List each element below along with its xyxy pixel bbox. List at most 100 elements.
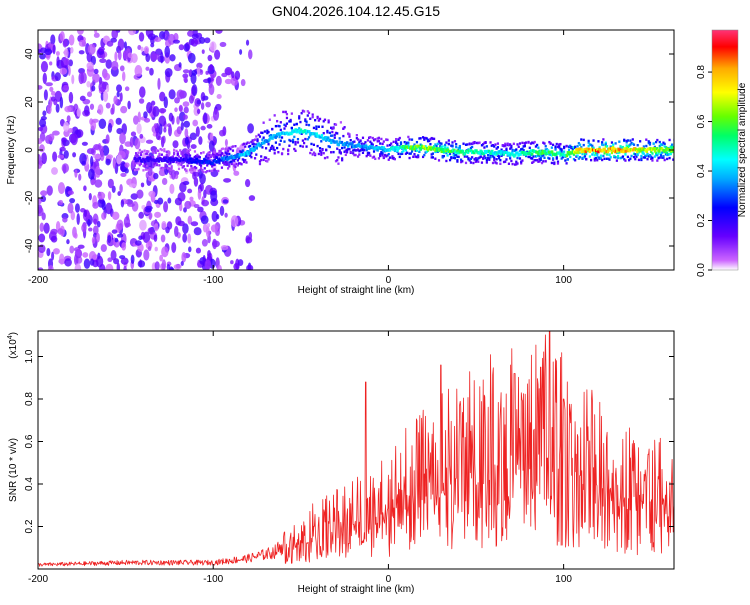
noise-cell — [94, 30, 98, 34]
signal-cell — [241, 158, 244, 161]
signal-core-cell — [380, 145, 384, 149]
signal-cell — [368, 136, 371, 139]
signal-cell — [177, 167, 181, 171]
signal-cell — [506, 143, 509, 147]
signal-cell — [251, 139, 254, 142]
noise-cell — [120, 257, 129, 265]
signal-core-cell — [381, 148, 385, 152]
signal-cell — [322, 120, 325, 123]
signal-cell — [359, 139, 362, 142]
signal-cell — [138, 148, 141, 152]
signal-core-cell — [185, 158, 188, 162]
noise-cell — [148, 190, 156, 198]
signal-cell — [326, 129, 329, 133]
signal-core-cell — [466, 150, 470, 154]
signal-core-cell — [558, 151, 561, 155]
noise-cell — [93, 144, 101, 150]
noise-cell — [207, 77, 211, 84]
signal-cell — [469, 146, 473, 150]
signal-cell — [450, 156, 453, 160]
noise-cell — [190, 38, 199, 47]
signal-cell — [137, 151, 140, 154]
signal-cell — [520, 160, 523, 163]
signal-cell — [327, 119, 330, 122]
noise-cell — [161, 259, 167, 270]
signal-core-cell — [230, 154, 233, 158]
signal-cell — [475, 141, 479, 145]
noise-cell — [126, 150, 130, 155]
noise-cell — [199, 182, 204, 192]
signal-cell — [328, 131, 331, 135]
noise-cell — [89, 258, 95, 266]
signal-cell — [591, 147, 594, 150]
signal-cell — [569, 155, 572, 159]
signal-core-cell — [494, 151, 497, 155]
noise-cell — [153, 172, 159, 180]
signal-cell — [444, 146, 447, 149]
signal-cell — [306, 138, 309, 141]
signal-cell — [323, 156, 327, 160]
noise-cell — [55, 51, 60, 56]
signal-cell — [363, 142, 366, 146]
signal-cell — [201, 168, 204, 172]
signal-cell — [643, 156, 647, 159]
colorbar-tick-label: 0.2 — [696, 213, 707, 227]
signal-core-cell — [543, 149, 547, 153]
signal-cell — [331, 130, 334, 134]
noise-cell — [193, 204, 200, 209]
signal-cell — [401, 150, 404, 154]
noise-cell — [234, 70, 241, 81]
signal-cell — [509, 143, 512, 146]
noise-cell — [88, 227, 93, 232]
noise-cell — [120, 199, 125, 208]
signal-cell — [477, 160, 480, 163]
noise-cell — [83, 209, 87, 218]
signal-core-cell — [242, 153, 246, 157]
signal-cell — [488, 158, 491, 161]
noise-cell — [62, 217, 68, 223]
signal-cell — [607, 157, 610, 160]
signal-cell — [590, 158, 593, 162]
signal-cell — [348, 133, 351, 136]
signal-cell — [451, 141, 454, 144]
signal-cell — [509, 157, 512, 160]
signal-cell — [157, 149, 160, 153]
signal-cell — [382, 156, 385, 159]
signal-cell — [634, 157, 637, 161]
noise-cell — [40, 190, 48, 197]
signal-cell — [656, 154, 659, 157]
signal-cell — [358, 141, 361, 144]
signal-core-cell — [376, 148, 379, 152]
signal-cell — [143, 149, 146, 152]
noise-cell — [174, 197, 183, 206]
noise-cell — [138, 235, 143, 241]
signal-cell — [318, 147, 322, 150]
signal-core-cell — [577, 150, 580, 154]
signal-cell — [670, 143, 674, 146]
signal-cell — [333, 133, 336, 137]
signal-cell — [424, 145, 427, 148]
signal-cell — [208, 151, 211, 154]
signal-core-cell — [426, 147, 430, 151]
noise-cell — [39, 118, 47, 128]
signal-cell — [570, 146, 573, 150]
noise-cell — [150, 100, 156, 106]
noise-cell — [206, 124, 213, 129]
signal-cell — [161, 168, 165, 171]
noise-cell — [161, 177, 168, 186]
signal-cell — [391, 155, 394, 158]
signal-cell — [567, 145, 571, 149]
signal-cell — [610, 141, 614, 144]
signal-cell — [397, 138, 400, 141]
signal-cell — [290, 126, 293, 130]
signal-cell — [240, 151, 243, 155]
signal-cell — [207, 154, 210, 158]
signal-core-cell — [514, 153, 517, 157]
signal-cell — [358, 150, 361, 153]
signal-core-cell — [367, 146, 371, 150]
signal-cell — [197, 169, 200, 172]
noise-cell — [237, 259, 244, 267]
noise-cell — [169, 54, 176, 62]
signal-cell — [669, 146, 672, 149]
